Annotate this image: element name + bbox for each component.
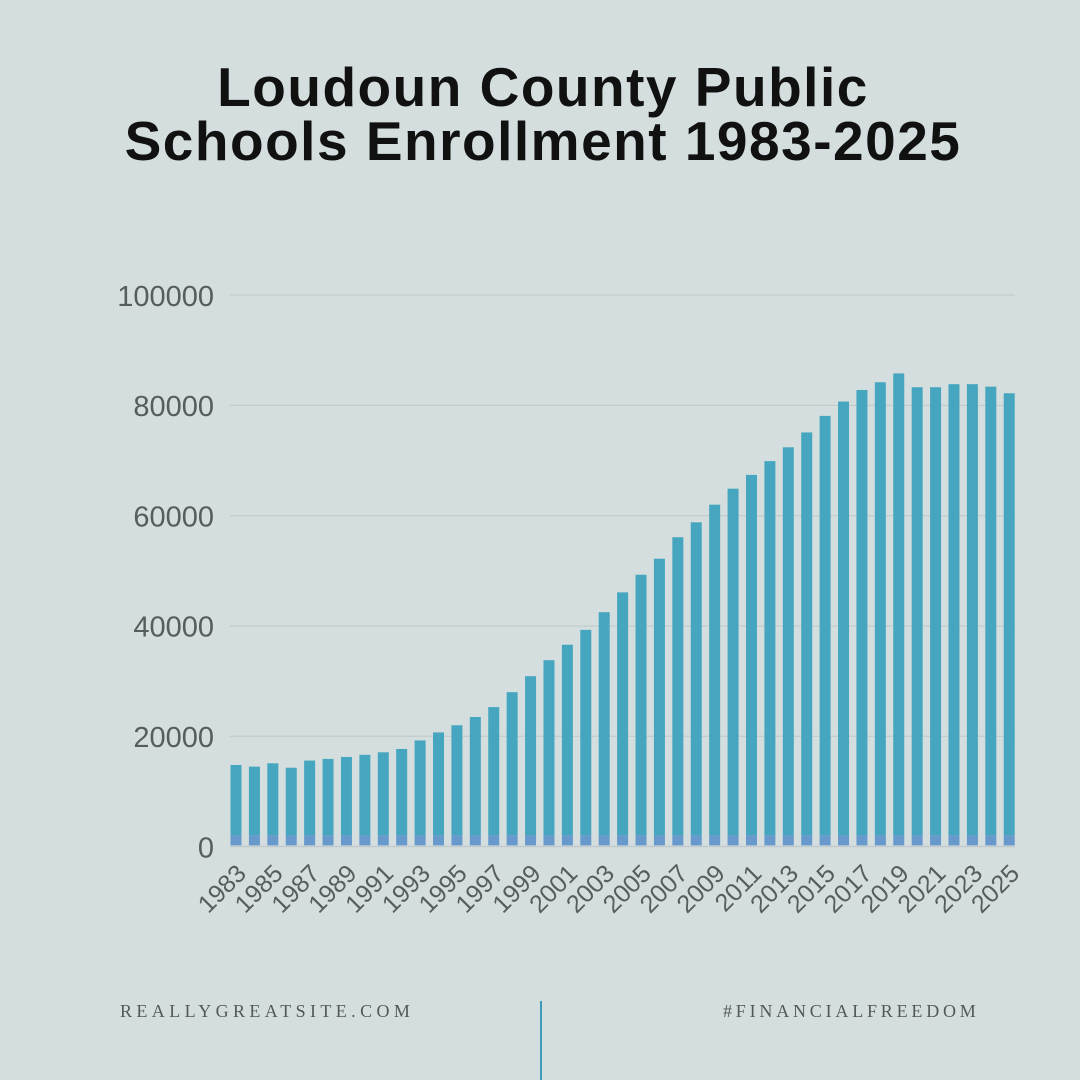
svg-text:100000: 100000 bbox=[117, 281, 214, 313]
svg-text:20000: 20000 bbox=[133, 722, 214, 754]
svg-text:40000: 40000 bbox=[133, 612, 214, 644]
svg-text:60000: 60000 bbox=[133, 501, 214, 533]
svg-text:80000: 80000 bbox=[133, 391, 214, 423]
svg-text:0: 0 bbox=[198, 832, 214, 864]
